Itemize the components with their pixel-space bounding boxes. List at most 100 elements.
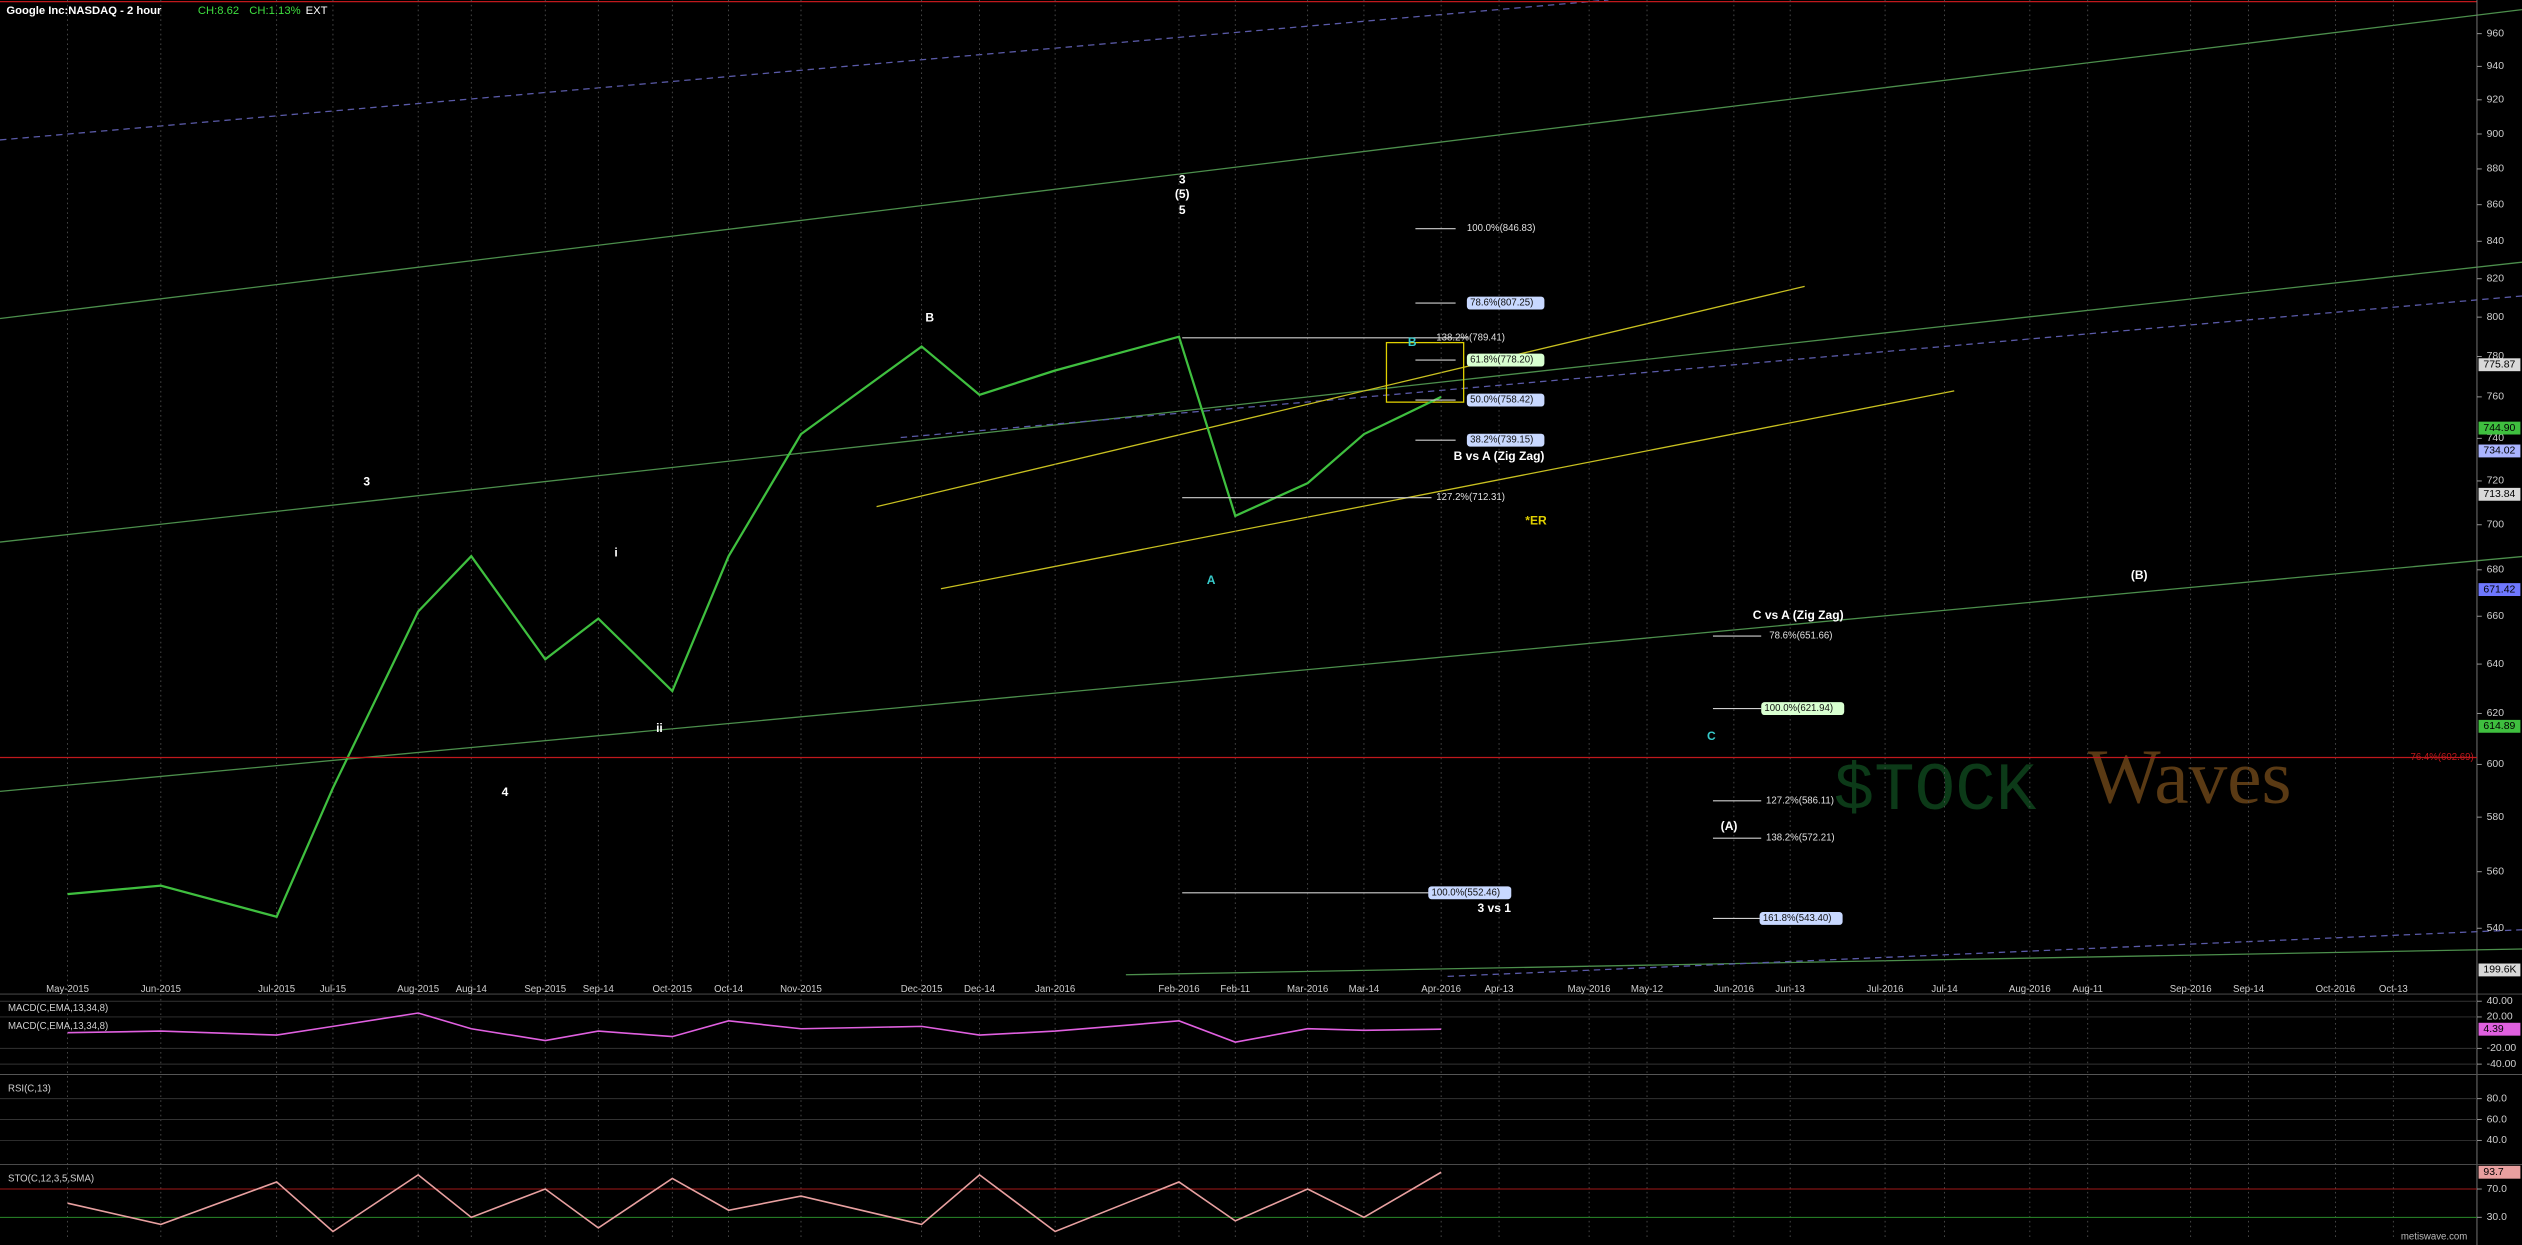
y-tick-label: 640 [2487,659,2505,670]
wave-label: 4 [502,785,509,799]
x-tick-label: Jun-2015 [141,984,181,995]
x-tick-label: Jun-13 [1775,984,1804,995]
value-tag: 4.39 [2483,1024,2504,1035]
watermark: $TOCK [1834,754,2037,830]
x-tick-label: Jul-2015 [258,984,295,995]
price-tag-label: 734.02 [2483,446,2515,457]
wave-label: (B) [2131,568,2148,582]
footer: metiswave.com [2401,1232,2467,1243]
x-tick-label: Nov-2015 [780,984,822,995]
x-tick-label: Jul-15 [320,984,346,995]
volume-tag: 199.6K [2483,965,2516,976]
channel-line [0,261,2522,543]
wave-label: B [1408,335,1417,349]
x-tick-label: Sep-14 [583,984,615,995]
price-tag-label: 671.42 [2483,584,2515,595]
y-tick-label: 940 [2487,61,2505,72]
fib-label: 78.6%(807.25) [1470,298,1533,309]
y-tick-label: 860 [2487,199,2505,210]
wave-label: 3 [1179,172,1186,186]
y-tick-label: 580 [2487,812,2505,823]
change-pct: CH:1.13% [249,5,300,17]
price-tag [2478,487,2521,501]
series-line [67,1012,1442,1043]
wave-label: C vs A (Zig Zag) [1753,608,1844,622]
fib-label: 138.2%(789.41) [1436,332,1505,343]
y-tick-label: 560 [2487,866,2505,877]
y-tick-label: 30.0 [2487,1212,2508,1223]
price-tag-label: 614.89 [2483,721,2515,732]
y-tick-label: 900 [2487,129,2505,140]
channel-line [0,555,2522,793]
x-tick-label: Mar-14 [1349,984,1380,995]
panel-title: MACD(C,EMA,13,34,8) [8,1021,108,1032]
y-tick-label: 720 [2487,476,2505,487]
price-tag-label: 744.90 [2483,423,2515,434]
chart-title: Google Inc:NASDAQ - 2 hour [6,5,162,17]
y-tick-label: 600 [2487,759,2505,770]
y-tick-label: 540 [2487,923,2505,934]
y-tick-label: 660 [2487,611,2505,622]
y-tick-label: 60.0 [2487,1114,2508,1125]
x-tick-label: Sep-2016 [2170,984,2212,995]
channels [0,0,2522,978]
price-tag [2478,358,2521,372]
channel-line [900,295,2522,439]
wave-label: B vs A (Zig Zag) [1454,449,1545,463]
fib-label-bg [1466,433,1545,447]
x-tick-label: Jan-2016 [1035,984,1075,995]
x-tick-label: Apr-13 [1485,984,1514,995]
y-tick-label: 80.0 [2487,1093,2508,1104]
x-tick-label: Apr-2016 [1421,984,1461,995]
y-tick-label: -40.00 [2487,1059,2517,1070]
fib-label-bg [1428,886,1512,900]
y-tick-label: 840 [2487,236,2505,247]
wave-label: 3 vs 1 [1477,901,1511,915]
value-tag: 93.7 [2483,1167,2504,1178]
x-tick-label: Oct-13 [2379,984,2408,995]
channel-line [940,390,1955,590]
y-tick-label: 880 [2487,164,2505,175]
channel-line [0,9,2522,320]
x-tick-label: May-12 [1631,984,1663,995]
wave-label: (A) [1721,819,1738,833]
value-tag-bg [2478,1022,2521,1036]
y-tick-label: 820 [2487,273,2505,284]
fib-label: 61.8%(778.20) [1470,355,1533,366]
x-tick-label: Aug-14 [456,984,488,995]
price-tag [2478,583,2521,596]
x-tick-label: Oct-2016 [2316,984,2356,995]
y-tick-label: 780 [2487,351,2505,362]
fib-label-bg [1761,702,1845,716]
y-tick-label: 960 [2487,28,2505,39]
x-tick-label: Feb-11 [1220,984,1250,995]
price-tag-label: 713.84 [2483,489,2515,500]
target-box [1385,341,1465,403]
price-tag-label: 775.87 [2483,360,2515,371]
price-tag [2478,421,2521,435]
y-tick-label: 40.00 [2487,996,2513,1007]
volume-tag-bg [2478,963,2521,977]
fib-label: 100.0%(846.83) [1467,223,1536,234]
x-tick-label: Dec-2015 [901,984,943,995]
x-tick-label: Aug-2015 [397,984,439,995]
fib-label: 50.0%(758.42) [1470,395,1533,406]
fib-label-bg [1759,912,1843,925]
price-tag [2478,719,2521,733]
wave-label: (5) [1175,187,1190,201]
y-tick-label: -20.00 [2487,1043,2517,1054]
panel-title: STO(C,12,3,5,SMA) [8,1174,94,1185]
panel-title: RSI(C,13) [8,1084,51,1095]
wave-label: A [1207,573,1216,587]
channel-line [0,0,1609,141]
wave-label: *ER [1525,513,1547,527]
fib-label: 161.8%(543.40) [1763,913,1832,924]
x-tick-label: Aug-2016 [2009,984,2051,995]
x-tick-label: Aug-11 [2073,984,2103,995]
x-tick-label: May-2015 [46,984,89,995]
wave-label: i [614,546,617,560]
channel-line [876,285,1805,508]
panel-title: MACD(C,EMA,13,34,8) [8,1003,108,1014]
